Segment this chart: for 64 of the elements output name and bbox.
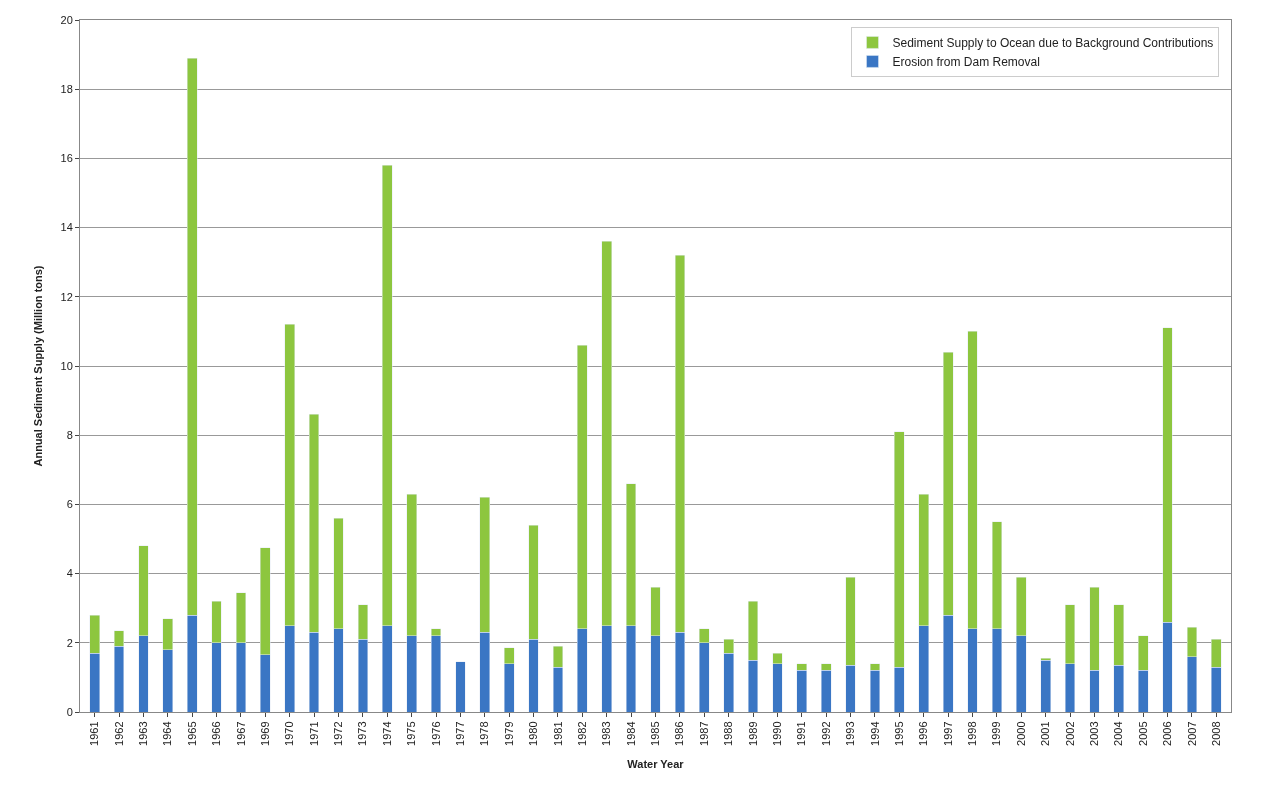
- y-tick-label: 20: [60, 13, 73, 26]
- x-tick-label: 1974: [380, 721, 393, 746]
- x-tick-label: 2005: [1136, 721, 1149, 746]
- x-tick-label: 1992: [819, 721, 832, 746]
- x-tick-label: 1993: [844, 721, 857, 746]
- x-tick-label: 1977: [454, 721, 466, 746]
- legend-label: Sediment Supply to Ocean due to Background Contributions: [892, 36, 1214, 51]
- y-tick-label: 14: [60, 221, 73, 234]
- x-tick-label: 1967: [234, 721, 247, 746]
- bar: [455, 661, 466, 712]
- x-tick-label: 1986: [673, 721, 686, 746]
- x-tick-label: 1975: [405, 721, 418, 746]
- x-tick-label: 1994: [868, 721, 881, 746]
- x-tick-label: 1979: [502, 721, 515, 746]
- x-tick-label: 1981: [551, 721, 564, 746]
- x-tick-label: 1978: [478, 721, 491, 746]
- y-tick-label: 10: [60, 359, 73, 372]
- x-tick-label: 1962: [112, 721, 125, 746]
- x-tick-label: 1972: [332, 721, 345, 746]
- y-tick-label: 6: [66, 498, 73, 511]
- y-tick-label: 18: [60, 83, 73, 96]
- x-tick-label: 2006: [1161, 721, 1174, 746]
- x-tick-label: 1969: [258, 721, 271, 746]
- x-tick-label: 2001: [1039, 721, 1052, 746]
- x-tick-label: 2007: [1185, 721, 1198, 746]
- x-tick-label: 1990: [771, 721, 784, 746]
- y-axis-title: Annual Sediment Supply (Million tons): [32, 265, 45, 467]
- x-tick-label: 1985: [649, 721, 662, 746]
- x-tick-label: 2000: [1014, 721, 1027, 746]
- x-tick-label: 1997: [941, 721, 954, 746]
- y-tick-label: 2: [66, 636, 73, 649]
- x-tick-label: 1963: [136, 721, 149, 746]
- y-tick-label: 0: [66, 705, 73, 718]
- x-tick-label: 1998: [966, 721, 979, 746]
- y-tick-label: 16: [60, 152, 73, 165]
- x-tick-label: 1989: [746, 721, 759, 746]
- y-tick-label: 8: [66, 429, 73, 442]
- x-tick-label: 1983: [600, 721, 613, 746]
- x-tick-label: 1982: [575, 721, 588, 746]
- y-tick-label: 4: [66, 567, 73, 580]
- x-tick-label: 1984: [624, 721, 637, 746]
- x-tick-label: 2004: [1112, 721, 1125, 746]
- x-tick-label: 1991: [795, 721, 808, 746]
- y-tick-label: 12: [60, 290, 73, 303]
- x-tick-label: 1970: [283, 721, 296, 746]
- legend-label: Erosion from Dam Removal: [892, 55, 1040, 70]
- x-tick-label: 1961: [88, 721, 101, 746]
- x-tick-label: 1976: [429, 721, 442, 746]
- x-tick-label: 1980: [527, 721, 540, 746]
- bar: [1040, 659, 1051, 712]
- x-tick-label: 1995: [892, 721, 905, 746]
- x-tick-label: 1987: [697, 721, 710, 746]
- x-tick-label: 1966: [210, 721, 223, 746]
- x-tick-label: 1965: [185, 721, 198, 746]
- x-tick-label: 1971: [307, 721, 320, 746]
- x-tick-label: 2008: [1209, 721, 1222, 746]
- x-tick-label: 2003: [1088, 721, 1101, 746]
- x-tick-label: 1973: [356, 721, 369, 746]
- x-axis-title: Water Year: [627, 758, 685, 771]
- x-tick-label: 1996: [917, 721, 930, 746]
- x-tick-label: 1964: [161, 721, 174, 746]
- x-tick-label: 1988: [722, 721, 735, 746]
- x-tick-label: 2002: [1063, 721, 1076, 746]
- x-tick-label: 1999: [990, 721, 1003, 746]
